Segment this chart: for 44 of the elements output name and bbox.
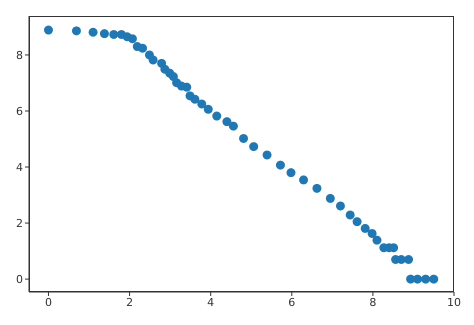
point bbox=[100, 29, 109, 38]
point bbox=[299, 175, 308, 184]
point bbox=[222, 117, 232, 126]
point bbox=[190, 94, 200, 104]
point bbox=[262, 150, 272, 160]
x-tick-label: 0 bbox=[44, 296, 52, 309]
point bbox=[421, 274, 430, 284]
point bbox=[276, 160, 285, 170]
point bbox=[368, 228, 377, 238]
y-tick-label: 6 bbox=[16, 104, 23, 118]
x-tick-label: 10 bbox=[447, 296, 461, 309]
point bbox=[404, 254, 414, 264]
point bbox=[109, 30, 118, 39]
point bbox=[336, 201, 345, 210]
point bbox=[228, 122, 238, 131]
y-tick-label: 4 bbox=[16, 160, 23, 174]
point bbox=[360, 224, 370, 233]
x-tick-label: 6 bbox=[288, 296, 296, 309]
point bbox=[212, 112, 222, 121]
point bbox=[197, 99, 206, 108]
point bbox=[239, 134, 248, 143]
point bbox=[128, 34, 137, 44]
point bbox=[72, 26, 81, 36]
x-tick-label: 4 bbox=[207, 296, 214, 309]
point bbox=[88, 28, 98, 37]
point bbox=[44, 26, 53, 35]
point bbox=[148, 55, 158, 64]
point bbox=[204, 104, 213, 114]
y-tick-label: 2 bbox=[16, 216, 23, 230]
y-tick-label: 0 bbox=[16, 273, 23, 286]
point bbox=[138, 44, 148, 53]
point bbox=[352, 217, 362, 226]
point bbox=[429, 274, 438, 284]
point bbox=[372, 236, 382, 245]
point bbox=[326, 194, 335, 203]
point bbox=[286, 168, 296, 178]
point bbox=[182, 82, 192, 92]
point bbox=[249, 142, 258, 152]
point bbox=[346, 210, 355, 220]
point bbox=[413, 274, 422, 284]
x-tick-label: 2 bbox=[126, 296, 134, 309]
y-tick-label: 8 bbox=[16, 48, 23, 62]
point bbox=[312, 184, 322, 193]
x-tick-label: 8 bbox=[369, 296, 376, 309]
